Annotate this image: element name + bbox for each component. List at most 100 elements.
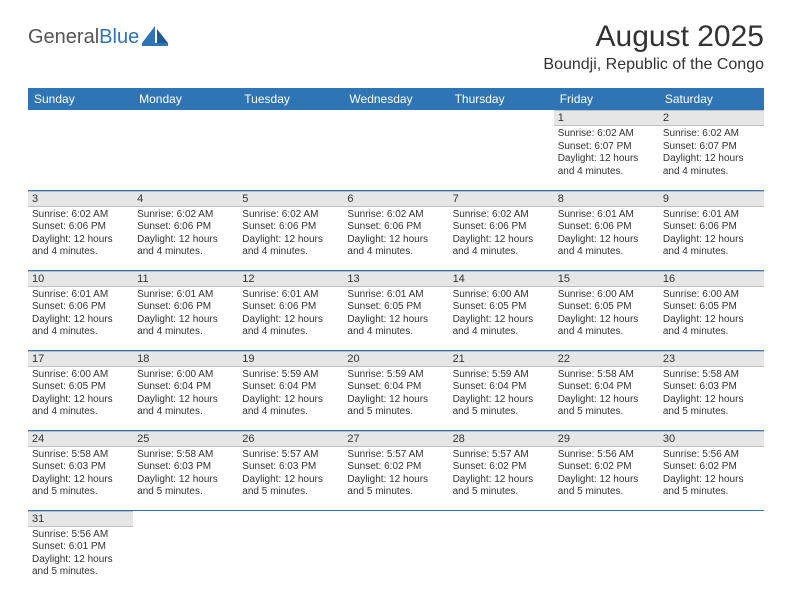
daylight-line: Daylight: 12 hours and 5 minutes. xyxy=(663,394,760,419)
day-cell: 26Sunrise: 5:57 AMSunset: 6:03 PMDayligh… xyxy=(238,430,343,510)
day-cell: 27Sunrise: 5:57 AMSunset: 6:02 PMDayligh… xyxy=(343,430,448,510)
sunrise-line: Sunrise: 6:01 AM xyxy=(558,209,655,222)
day-body: Sunrise: 6:00 AMSunset: 6:05 PMDaylight:… xyxy=(659,287,764,341)
sunrise-line: Sunrise: 6:00 AM xyxy=(453,289,550,302)
daylight-line: Daylight: 12 hours and 4 minutes. xyxy=(663,314,760,339)
sunset-line: Sunset: 6:03 PM xyxy=(32,461,129,474)
daylight-line: Daylight: 12 hours and 4 minutes. xyxy=(137,314,234,339)
day-number: 12 xyxy=(238,271,343,287)
weekday-header: Thursday xyxy=(449,88,554,110)
day-number: 13 xyxy=(343,271,448,287)
daylight-line: Daylight: 12 hours and 5 minutes. xyxy=(453,394,550,419)
day-cell: 5Sunrise: 6:02 AMSunset: 6:06 PMDaylight… xyxy=(238,190,343,270)
day-body: Sunrise: 6:01 AMSunset: 6:06 PMDaylight:… xyxy=(28,287,133,341)
day-cell: 10Sunrise: 6:01 AMSunset: 6:06 PMDayligh… xyxy=(28,270,133,350)
weekday-header: Saturday xyxy=(659,88,764,110)
calendar-table: Sunday Monday Tuesday Wednesday Thursday… xyxy=(28,88,764,590)
day-number: 1 xyxy=(554,110,659,126)
day-number: 6 xyxy=(343,191,448,207)
sunset-line: Sunset: 6:02 PM xyxy=(558,461,655,474)
sunrise-line: Sunrise: 6:02 AM xyxy=(347,209,444,222)
page-header: GeneralBlue August 2025 Boundji, Republi… xyxy=(28,20,764,74)
daylight-line: Daylight: 12 hours and 4 minutes. xyxy=(347,314,444,339)
day-number: 9 xyxy=(659,191,764,207)
day-body: Sunrise: 6:02 AMSunset: 6:06 PMDaylight:… xyxy=(28,207,133,261)
day-cell: 9Sunrise: 6:01 AMSunset: 6:06 PMDaylight… xyxy=(659,190,764,270)
sunset-line: Sunset: 6:06 PM xyxy=(242,221,339,234)
day-body: Sunrise: 6:02 AMSunset: 6:06 PMDaylight:… xyxy=(133,207,238,261)
sunset-line: Sunset: 6:04 PM xyxy=(347,381,444,394)
day-number: 23 xyxy=(659,351,764,367)
sunrise-line: Sunrise: 5:57 AM xyxy=(242,449,339,462)
day-body: Sunrise: 5:58 AMSunset: 6:03 PMDaylight:… xyxy=(28,447,133,501)
sunset-line: Sunset: 6:02 PM xyxy=(453,461,550,474)
sunset-line: Sunset: 6:02 PM xyxy=(663,461,760,474)
calendar-row: 10Sunrise: 6:01 AMSunset: 6:06 PMDayligh… xyxy=(28,270,764,350)
day-number: 3 xyxy=(28,191,133,207)
sunset-line: Sunset: 6:04 PM xyxy=(137,381,234,394)
daylight-line: Daylight: 12 hours and 4 minutes. xyxy=(32,394,129,419)
sunrise-line: Sunrise: 6:01 AM xyxy=(242,289,339,302)
day-body: Sunrise: 5:58 AMSunset: 6:04 PMDaylight:… xyxy=(554,367,659,421)
daylight-line: Daylight: 12 hours and 4 minutes. xyxy=(242,234,339,259)
day-number: 5 xyxy=(238,191,343,207)
day-cell: 3Sunrise: 6:02 AMSunset: 6:06 PMDaylight… xyxy=(28,190,133,270)
sunrise-line: Sunrise: 5:59 AM xyxy=(347,369,444,382)
day-body: Sunrise: 6:01 AMSunset: 6:05 PMDaylight:… xyxy=(343,287,448,341)
calendar-body: 1Sunrise: 6:02 AMSunset: 6:07 PMDaylight… xyxy=(28,110,764,590)
day-body: Sunrise: 6:01 AMSunset: 6:06 PMDaylight:… xyxy=(554,207,659,261)
day-body: Sunrise: 5:59 AMSunset: 6:04 PMDaylight:… xyxy=(343,367,448,421)
sunset-line: Sunset: 6:04 PM xyxy=(453,381,550,394)
sunset-line: Sunset: 6:06 PM xyxy=(137,221,234,234)
day-body: Sunrise: 5:56 AMSunset: 6:01 PMDaylight:… xyxy=(28,527,133,581)
sunrise-line: Sunrise: 5:56 AM xyxy=(558,449,655,462)
sunset-line: Sunset: 6:07 PM xyxy=(663,141,760,154)
daylight-line: Daylight: 12 hours and 4 minutes. xyxy=(347,234,444,259)
sunrise-line: Sunrise: 6:01 AM xyxy=(32,289,129,302)
day-number: 31 xyxy=(28,511,133,527)
sunrise-line: Sunrise: 5:57 AM xyxy=(453,449,550,462)
calendar-row: 31Sunrise: 5:56 AMSunset: 6:01 PMDayligh… xyxy=(28,510,764,590)
daylight-line: Daylight: 12 hours and 5 minutes. xyxy=(347,394,444,419)
day-number: 15 xyxy=(554,271,659,287)
daylight-line: Daylight: 12 hours and 4 minutes. xyxy=(558,153,655,178)
day-number: 30 xyxy=(659,431,764,447)
daylight-line: Daylight: 12 hours and 5 minutes. xyxy=(32,554,129,579)
daylight-line: Daylight: 12 hours and 5 minutes. xyxy=(558,394,655,419)
empty-cell xyxy=(28,110,133,190)
sunset-line: Sunset: 6:06 PM xyxy=(32,301,129,314)
day-cell: 4Sunrise: 6:02 AMSunset: 6:06 PMDaylight… xyxy=(133,190,238,270)
sunrise-line: Sunrise: 6:02 AM xyxy=(137,209,234,222)
day-number: 18 xyxy=(133,351,238,367)
day-cell: 25Sunrise: 5:58 AMSunset: 6:03 PMDayligh… xyxy=(133,430,238,510)
sunset-line: Sunset: 6:05 PM xyxy=(32,381,129,394)
daylight-line: Daylight: 12 hours and 5 minutes. xyxy=(347,474,444,499)
day-number: 17 xyxy=(28,351,133,367)
sunrise-line: Sunrise: 5:56 AM xyxy=(32,529,129,542)
day-body: Sunrise: 5:59 AMSunset: 6:04 PMDaylight:… xyxy=(449,367,554,421)
sunrise-line: Sunrise: 5:58 AM xyxy=(558,369,655,382)
day-number: 27 xyxy=(343,431,448,447)
sunrise-line: Sunrise: 6:02 AM xyxy=(558,128,655,141)
day-number: 4 xyxy=(133,191,238,207)
weekday-header: Sunday xyxy=(28,88,133,110)
logo-word2: Blue xyxy=(99,26,139,48)
day-cell: 15Sunrise: 6:00 AMSunset: 6:05 PMDayligh… xyxy=(554,270,659,350)
daylight-line: Daylight: 12 hours and 4 minutes. xyxy=(453,234,550,259)
day-cell: 21Sunrise: 5:59 AMSunset: 6:04 PMDayligh… xyxy=(449,350,554,430)
day-body: Sunrise: 6:01 AMSunset: 6:06 PMDaylight:… xyxy=(659,207,764,261)
sunset-line: Sunset: 6:06 PM xyxy=(32,221,129,234)
empty-cell xyxy=(133,110,238,190)
day-cell: 16Sunrise: 6:00 AMSunset: 6:05 PMDayligh… xyxy=(659,270,764,350)
daylight-line: Daylight: 12 hours and 4 minutes. xyxy=(663,153,760,178)
day-cell: 24Sunrise: 5:58 AMSunset: 6:03 PMDayligh… xyxy=(28,430,133,510)
logo: GeneralBlue xyxy=(28,26,168,49)
day-number: 20 xyxy=(343,351,448,367)
weekday-header: Tuesday xyxy=(238,88,343,110)
day-number: 24 xyxy=(28,431,133,447)
sunrise-line: Sunrise: 6:02 AM xyxy=(663,128,760,141)
day-cell: 23Sunrise: 5:58 AMSunset: 6:03 PMDayligh… xyxy=(659,350,764,430)
day-cell: 31Sunrise: 5:56 AMSunset: 6:01 PMDayligh… xyxy=(28,510,133,590)
sunset-line: Sunset: 6:05 PM xyxy=(453,301,550,314)
daylight-line: Daylight: 12 hours and 5 minutes. xyxy=(32,474,129,499)
